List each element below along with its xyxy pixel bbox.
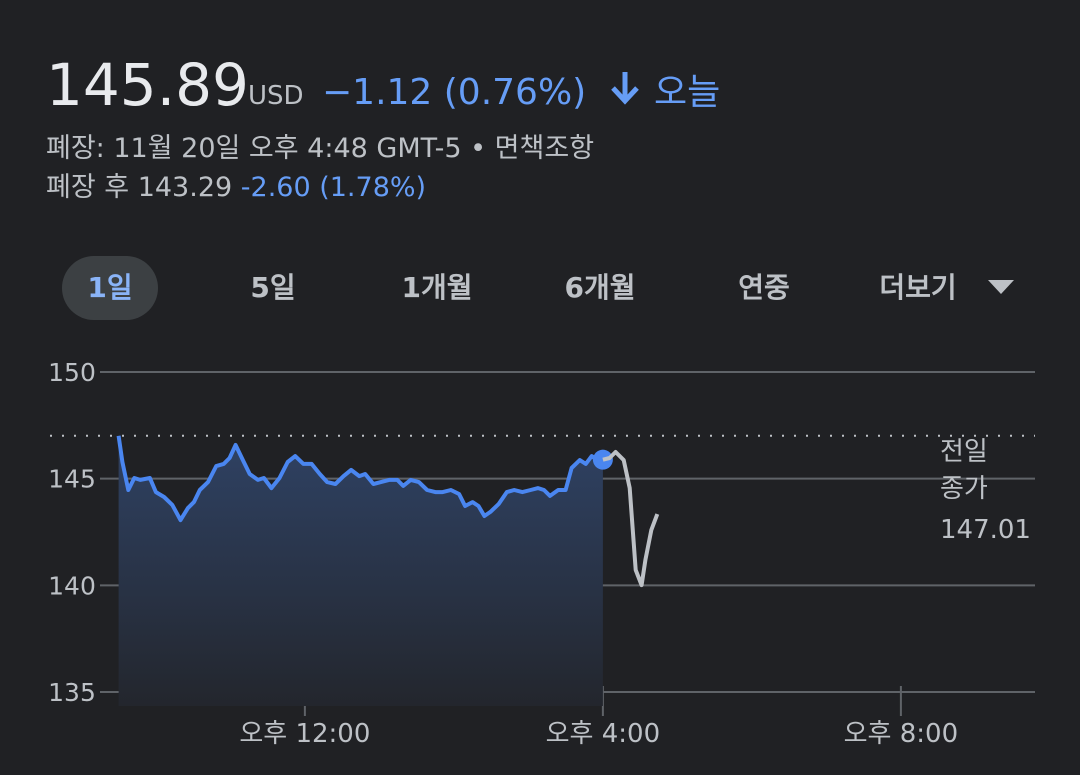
y-tick-label: 135 xyxy=(48,678,96,707)
y-tick-label: 145 xyxy=(48,465,96,494)
period: 오늘 xyxy=(654,72,720,113)
after-hours-label: 폐장 후 xyxy=(46,172,129,203)
currency: USD xyxy=(248,81,304,111)
down-arrow xyxy=(611,72,639,105)
area xyxy=(118,435,603,706)
status: 폐장: 11월 20일 오후 4:48 GMT-5 xyxy=(46,133,462,164)
y-tick-label: 150 xyxy=(48,358,96,387)
separator: • xyxy=(470,133,486,164)
price-line xyxy=(602,450,660,588)
change: −1.12 (0.76%) xyxy=(322,72,586,113)
after-hours-price: 143.29 xyxy=(138,172,232,203)
after-hours-change: -2.60 (1.78%) xyxy=(241,172,426,203)
previous-close-label: 전일 종가 xyxy=(940,437,988,504)
x-tick-label: 오후 4:00 xyxy=(546,719,661,749)
tab[interactable]: 연중 xyxy=(738,271,790,304)
status-line: 폐장: 11월 20일 오후 4:48 GMT-5 • 면책조항 xyxy=(46,133,594,164)
tab[interactable]: 5일 xyxy=(250,271,295,304)
tab[interactable]: 1일 xyxy=(87,271,132,304)
price: 145.89 xyxy=(46,51,249,119)
price-line xyxy=(116,435,604,523)
tab[interactable]: 1개월 xyxy=(401,271,472,304)
after-hours-line: 폐장 후 143.29 -2.60 (1.78%) xyxy=(46,172,426,203)
x-tick-label: 오후 12:00 xyxy=(239,719,370,749)
tab[interactable]: 더보기 xyxy=(879,271,956,304)
y-tick-label: 140 xyxy=(48,571,96,600)
current-point xyxy=(592,449,613,470)
selected-tab-bg xyxy=(62,256,158,320)
x-tick-label: 오후 8:00 xyxy=(844,719,959,749)
dropdown-icon[interactable] xyxy=(988,280,1014,294)
disclaimer-link[interactable]: 면책조항 xyxy=(495,133,594,164)
previous-close-value: 147.01 xyxy=(940,515,1031,545)
tab[interactable]: 6개월 xyxy=(564,271,635,304)
